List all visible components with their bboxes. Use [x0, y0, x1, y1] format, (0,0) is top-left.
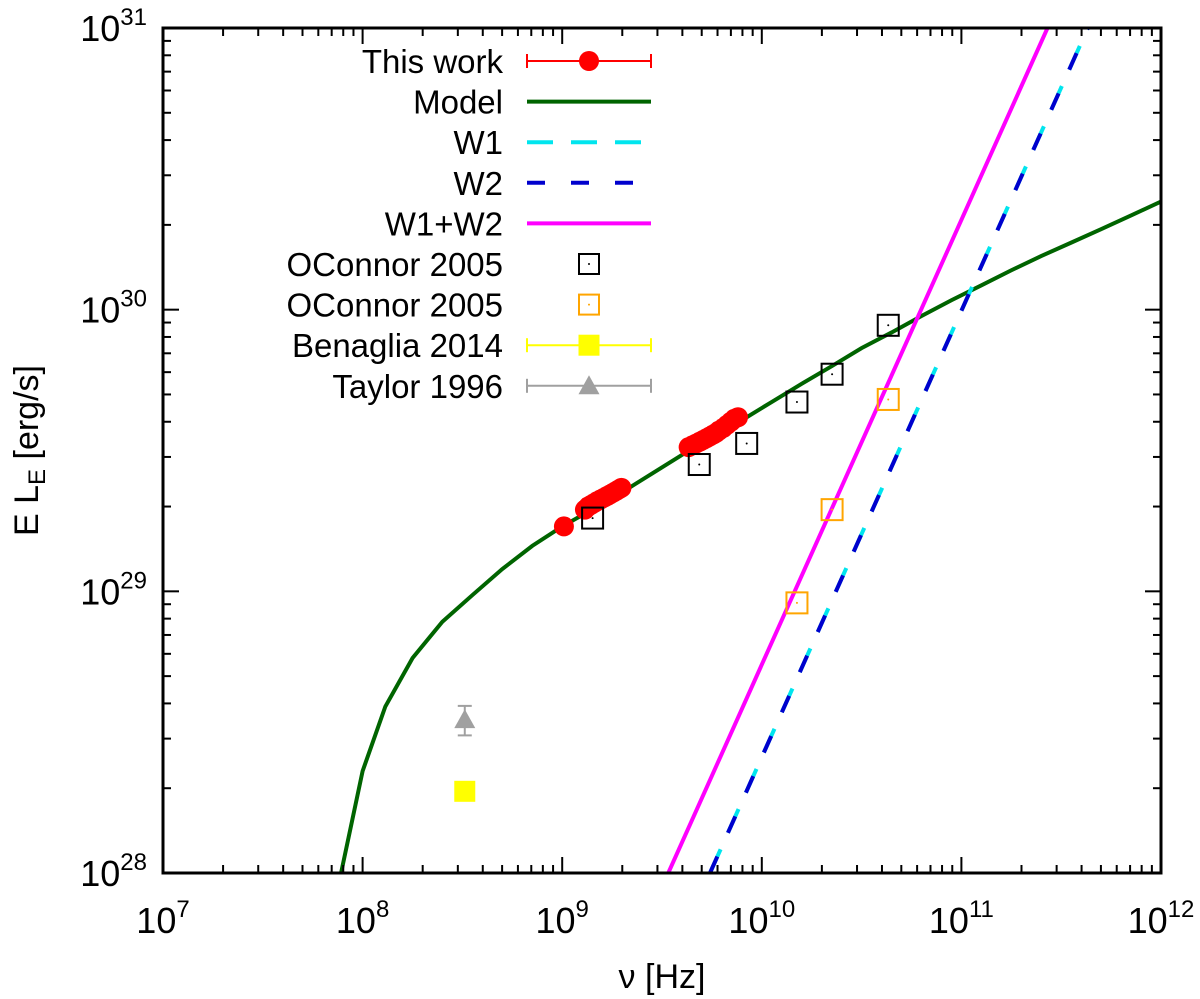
- legend-item: W1+W2: [385, 205, 651, 242]
- x-tick-label: 108: [336, 896, 389, 941]
- y-tick-labels: 1028 1029 1030 1031: [80, 4, 147, 894]
- legend-item: Model: [413, 84, 651, 121]
- marker-oconnor-2005: [578, 253, 600, 275]
- legend-label: W1+W2: [385, 205, 503, 242]
- y-tick-label: 1031: [80, 4, 147, 49]
- legend-label: W1: [454, 124, 504, 161]
- axis-titles: ν [Hz] E LE [erg/s]: [8, 365, 705, 996]
- marker-oconnor-2005: [876, 387, 900, 411]
- legend-item: W1: [454, 124, 651, 161]
- marker-benaglia-2014: [578, 334, 600, 356]
- x-tick-label: 109: [535, 896, 588, 941]
- series-line-w1: [708, 28, 1090, 873]
- marker-oconnor-2005: [820, 362, 844, 386]
- y-axis-title-main: E L: [8, 485, 46, 536]
- legend-label: Benaglia 2014: [292, 327, 503, 364]
- x-tick-label: 107: [136, 896, 189, 941]
- marker-oconnor-2005: [687, 453, 711, 477]
- y-tick-label: 1028: [80, 849, 147, 894]
- x-tick-label: 1011: [929, 896, 994, 941]
- y-tick-label: 1029: [80, 567, 147, 612]
- y-tick-label: 1030: [80, 286, 147, 331]
- x-tick-label: 1010: [728, 896, 795, 941]
- marker-taylor-1996: [578, 375, 600, 395]
- legend-label: This work: [362, 43, 504, 80]
- marker-this-work: [553, 516, 574, 537]
- marker-taylor-1996: [454, 709, 476, 729]
- x-tick-label: 1012: [1128, 896, 1195, 941]
- y-axis-title-unit: [erg/s]: [8, 365, 46, 469]
- legend-item: Benaglia 2014: [292, 327, 652, 364]
- marker-oconnor-2005: [785, 390, 809, 414]
- marker-this-work: [579, 51, 599, 71]
- tick-marks: [162, 27, 1162, 874]
- marker-this-work: [611, 477, 632, 498]
- marker-oconnor-2005: [785, 591, 809, 615]
- marker-benaglia-2014: [454, 780, 476, 802]
- legend-label: Taylor 1996: [332, 368, 503, 405]
- series-line-w1-w2: [666, 28, 1050, 873]
- plot-frame: [161, 26, 1163, 875]
- marker-oconnor-2005: [876, 313, 900, 337]
- marker-oconnor-2005: [581, 506, 605, 530]
- legend-label: OConnor 2005: [287, 287, 503, 324]
- plot-area: [339, 28, 1161, 873]
- legend-item: OConnor 2005: [287, 246, 600, 283]
- marker-oconnor-2005: [735, 431, 759, 455]
- marker-this-work: [728, 407, 749, 428]
- legend-label: OConnor 2005: [287, 246, 503, 283]
- x-axis-title: ν [Hz]: [619, 958, 706, 996]
- y-axis-title: E LE [erg/s]: [8, 365, 51, 536]
- marker-oconnor-2005: [578, 293, 600, 316]
- legend-item: OConnor 2005: [287, 287, 600, 324]
- legend-item: This work: [362, 43, 652, 80]
- legend-label: Model: [413, 84, 503, 121]
- y-axis-title-subscript: E: [24, 469, 51, 485]
- legend-label: W2: [454, 165, 504, 202]
- marker-oconnor-2005: [820, 498, 844, 522]
- x-tick-labels: 107 108 109 1010 1011 1012: [136, 896, 1194, 941]
- legend-item: Taylor 1996: [332, 368, 652, 405]
- legend-item: W2: [454, 165, 651, 202]
